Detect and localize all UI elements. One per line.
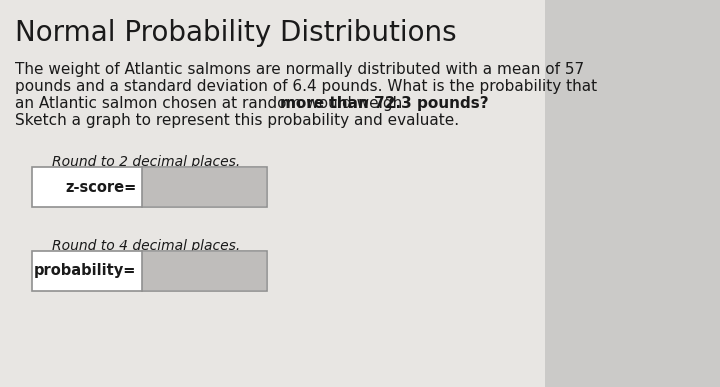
Text: probability=: probability=	[34, 264, 137, 279]
Text: Normal Probability Distributions: Normal Probability Distributions	[15, 19, 456, 47]
Text: Sketch a graph to represent this probability and evaluate.: Sketch a graph to represent this probabi…	[15, 113, 459, 128]
Text: pounds and a standard deviation of 6.4 pounds. What is the probability that: pounds and a standard deviation of 6.4 p…	[15, 79, 597, 94]
FancyBboxPatch shape	[143, 168, 266, 206]
FancyBboxPatch shape	[32, 251, 267, 291]
FancyBboxPatch shape	[0, 0, 545, 387]
Text: an Atlantic salmon chosen at random would weigh: an Atlantic salmon chosen at random woul…	[15, 96, 407, 111]
FancyBboxPatch shape	[143, 252, 266, 290]
FancyBboxPatch shape	[32, 167, 267, 207]
Text: more than 72.3 pounds?: more than 72.3 pounds?	[280, 96, 489, 111]
Text: Round to 2 decimal places.: Round to 2 decimal places.	[52, 155, 240, 169]
Text: z-score=: z-score=	[66, 180, 137, 195]
Text: The weight of Atlantic salmons are normally distributed with a mean of 57: The weight of Atlantic salmons are norma…	[15, 62, 584, 77]
Text: Round to 4 decimal places.: Round to 4 decimal places.	[52, 239, 240, 253]
